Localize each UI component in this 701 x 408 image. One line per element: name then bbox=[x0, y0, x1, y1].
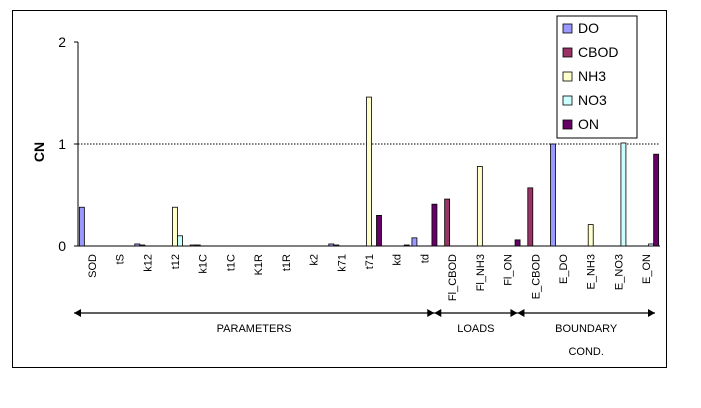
legend-swatch bbox=[562, 71, 573, 82]
bar-nh3-fl_nh3 bbox=[476, 166, 483, 247]
legend-swatch bbox=[562, 47, 573, 58]
x-tick-label: E_NH3 bbox=[586, 254, 598, 289]
bar-no3-e_no3 bbox=[620, 142, 627, 247]
x-tick-label: t1C bbox=[225, 254, 237, 271]
x-tick-label: t71 bbox=[364, 254, 376, 269]
x-tick-label: kd bbox=[392, 254, 404, 266]
x-tick-label: Fl_ON bbox=[503, 254, 515, 286]
group-label: BOUNDARY bbox=[555, 323, 618, 335]
group-label-line2: COND. bbox=[568, 346, 603, 358]
plot-area: 0 1 2 SOD tS k12 t12 k1C t1C K1R t1R k2 k71 t71 kd td Fl… bbox=[58, 34, 660, 358]
y-tick-label: 2 bbox=[58, 34, 66, 50]
chart-frame bbox=[12, 10, 667, 368]
bar-do-sod bbox=[78, 206, 85, 247]
bar-cbod-e_cbod bbox=[527, 187, 534, 247]
x-tick-label: k12 bbox=[142, 254, 154, 272]
group-arrow-head-right bbox=[427, 309, 435, 317]
group-label: LOADS bbox=[457, 323, 494, 335]
x-tick-label: t12 bbox=[170, 254, 182, 269]
legend-swatch bbox=[562, 95, 573, 106]
legend-label: CBOD bbox=[578, 44, 618, 60]
legend-swatch bbox=[562, 119, 573, 130]
group-arrow-head-right bbox=[510, 309, 518, 317]
group-arrow-head-left bbox=[517, 309, 525, 317]
bar-on-e_on bbox=[653, 153, 660, 247]
bar-cbod-k1c bbox=[194, 244, 201, 247]
group-arrow-head-right bbox=[648, 309, 655, 317]
legend: DO CBOD NH3 NO3 ON bbox=[556, 15, 638, 139]
x-tick-label: E_CBOD bbox=[530, 254, 542, 299]
bar-on-kd bbox=[403, 244, 410, 247]
bar-nh3-t12 bbox=[172, 206, 178, 247]
bar-no3-t12 bbox=[177, 235, 183, 247]
group-arrow-head-left bbox=[74, 309, 81, 317]
x-tick-label: t1R bbox=[281, 254, 293, 271]
x-tick-label: tS bbox=[115, 254, 127, 264]
bar-on-fl_on bbox=[514, 239, 521, 247]
bar-nh3-e_nh3 bbox=[587, 224, 594, 247]
x-tick-label: E_NO3 bbox=[613, 254, 625, 290]
group-label: PARAMETERS bbox=[217, 323, 292, 335]
x-tick-label: k2 bbox=[309, 254, 321, 266]
bar-nh3-t71 bbox=[366, 96, 372, 247]
x-tick-label: E_ON bbox=[641, 254, 653, 284]
bar-cbod-fl_cbod bbox=[444, 198, 451, 247]
bar-on-td bbox=[431, 203, 438, 247]
bar-do-e_do bbox=[550, 143, 556, 247]
legend-label: ON bbox=[578, 116, 599, 132]
legend-label: NO3 bbox=[578, 92, 607, 108]
x-tick-label: k1C bbox=[198, 254, 210, 274]
group-arrow-head-left bbox=[434, 309, 442, 317]
bar-on-t71 bbox=[376, 214, 382, 247]
bar-do-k12 bbox=[134, 243, 141, 247]
x-tick-label: E_DO bbox=[558, 254, 570, 284]
x-tick-label: K1R bbox=[253, 254, 265, 275]
legend-swatch bbox=[562, 23, 573, 34]
bar-no3-e_on bbox=[648, 243, 655, 247]
bar-cbod-k71 bbox=[333, 244, 340, 247]
x-tick-label: Fl_NH3 bbox=[475, 254, 487, 291]
y-axis-label: CN bbox=[31, 142, 47, 162]
x-tick-label: k71 bbox=[336, 254, 348, 272]
bar-do-k71 bbox=[328, 243, 335, 247]
x-tick-label: Fl_CBOD bbox=[447, 254, 459, 301]
y-tick-label: 0 bbox=[58, 238, 66, 254]
x-tick-label: td bbox=[419, 254, 431, 263]
bar-do-k1c bbox=[189, 244, 196, 247]
y-tick-label: 1 bbox=[58, 136, 66, 152]
x-tick-label: SOD bbox=[87, 254, 99, 278]
legend-label: NH3 bbox=[578, 68, 606, 84]
legend-label: DO bbox=[578, 20, 599, 36]
bar-do-td bbox=[411, 237, 418, 247]
bar-cbod-k12 bbox=[139, 244, 146, 247]
